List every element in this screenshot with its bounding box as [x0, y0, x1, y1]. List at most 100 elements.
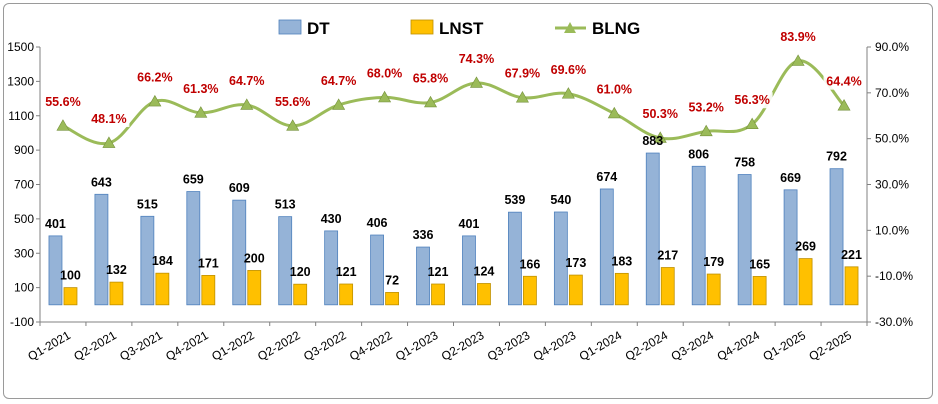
dt-bar [462, 235, 476, 306]
data-labels: 401 100 643 132 515 184 659 171 609 200 513 120 430 1… [42, 28, 865, 287]
blng-marker [102, 136, 116, 148]
blng-marker [240, 98, 254, 110]
blng-value-label: 55.6% [45, 95, 80, 109]
dt-value-label: 806 [688, 147, 709, 161]
dt-value-label: 792 [826, 150, 847, 164]
lnst-bar [293, 283, 308, 306]
dt-bar [416, 246, 430, 306]
x-tick-label: Q2-2023 [439, 328, 487, 364]
x-tick-label: Q2-2021 [71, 328, 119, 364]
lnst-value-label: 269 [795, 240, 816, 254]
lnst-value-label: 132 [106, 263, 127, 277]
blng-value-label: 56.3% [734, 93, 769, 107]
x-tick-label: Q3-2023 [485, 328, 533, 364]
dt-bar [783, 189, 798, 306]
dt-bar [186, 191, 201, 306]
legend: DT LNST BLNG [278, 19, 640, 38]
lnst-bar [201, 275, 216, 306]
dt-value-label: 669 [780, 171, 801, 185]
blng-marker [424, 95, 438, 108]
blng-marker [332, 98, 346, 110]
chart-frame [3, 3, 933, 399]
lnst-value-label: 121 [428, 265, 449, 279]
legend-label: BLNG [592, 19, 640, 38]
blng-marker [194, 106, 208, 118]
lnst-bar [155, 272, 170, 306]
dt-bar [232, 199, 247, 306]
lnst-bar [431, 283, 445, 306]
blng-label-bg [180, 80, 222, 97]
blng-value-label: 69.6% [551, 63, 586, 77]
blng-label-bg [455, 50, 497, 67]
lnst-bar [339, 283, 354, 306]
dt-value-label: 540 [550, 193, 571, 207]
lnst-value-label: 166 [519, 257, 540, 271]
x-tick-label: Q3-2022 [301, 328, 349, 364]
x-tick-label: Q4-2021 [163, 328, 211, 364]
x-tick-label: Q4-2022 [347, 328, 395, 364]
dt-value-label: 401 [459, 217, 480, 231]
y-left-tick-label: -100 [10, 315, 34, 329]
blng-value-label: 50.3% [643, 107, 678, 121]
blng-marker [148, 94, 162, 107]
blng-line-path [62, 59, 846, 146]
lnst-value-label: 183 [611, 254, 632, 268]
y-left-tick-label: 900 [14, 143, 34, 157]
dt-value-label: 513 [275, 198, 296, 212]
dt-bar [370, 234, 384, 306]
blng-value-label: 55.6% [275, 95, 310, 109]
dt-value-label: 758 [734, 156, 755, 170]
lnst-bar [706, 273, 721, 306]
blng-marker [378, 90, 392, 103]
blng-marker [791, 54, 805, 66]
dt-bar [278, 216, 293, 306]
blng-value-label: 68.0% [367, 66, 402, 80]
y-right-tick-label: 70.0% [875, 86, 909, 100]
lnst-value-label: 171 [198, 256, 219, 270]
blng-value-label: 74.3% [459, 52, 494, 66]
blng-marker [653, 131, 667, 143]
lnst-bar [660, 267, 675, 306]
x-tick-label: Q1-2025 [761, 328, 809, 364]
lnst-bar [568, 274, 583, 306]
lnst-bar [247, 270, 262, 306]
lnst-value-label: 221 [841, 248, 862, 262]
dt-bar [599, 188, 614, 306]
blng-label-bg [226, 72, 268, 89]
dt-bar [553, 211, 568, 306]
dt-value-label: 539 [504, 193, 525, 207]
x-tick-label: Q4-2023 [531, 328, 579, 364]
legend-label: DT [307, 19, 330, 38]
blng-marker [286, 119, 300, 131]
dt-value-label: 336 [413, 228, 434, 242]
blng-marker [515, 91, 529, 103]
x-tick-label: Q2-2022 [255, 328, 303, 364]
lnst-bar [385, 292, 399, 306]
x-tick-label: Q2-2025 [806, 328, 854, 364]
lnst-value-label: 173 [565, 256, 586, 270]
y-right-tick-label: -10.0% [875, 269, 913, 283]
blng-line [56, 54, 851, 148]
dt-bar [691, 165, 706, 306]
lnst-bar [844, 266, 859, 306]
y-left-tick-label: 100 [14, 281, 34, 295]
lnst-bar [752, 276, 767, 306]
blng-value-label: 64.7% [229, 74, 264, 88]
lnst-value-label: 217 [657, 249, 678, 263]
legend-label: LNST [439, 19, 484, 38]
blng-label-bg [593, 81, 635, 98]
blng-label-bg [685, 99, 727, 116]
blng-marker [607, 106, 621, 119]
lnst-bar [523, 275, 537, 306]
dt-value-label: 406 [367, 216, 388, 230]
lnst-value-label: 72 [385, 273, 399, 287]
lnst-value-label: 165 [749, 257, 770, 271]
dt-bar [324, 230, 339, 306]
blng-label-bg [364, 65, 406, 82]
blng-marker [745, 117, 759, 130]
y-right-tick-label: 90.0% [875, 40, 909, 54]
dt-bar [140, 215, 155, 306]
bars [48, 152, 859, 306]
dt-value-label: 659 [183, 173, 204, 187]
blng-label-bg [501, 65, 543, 82]
